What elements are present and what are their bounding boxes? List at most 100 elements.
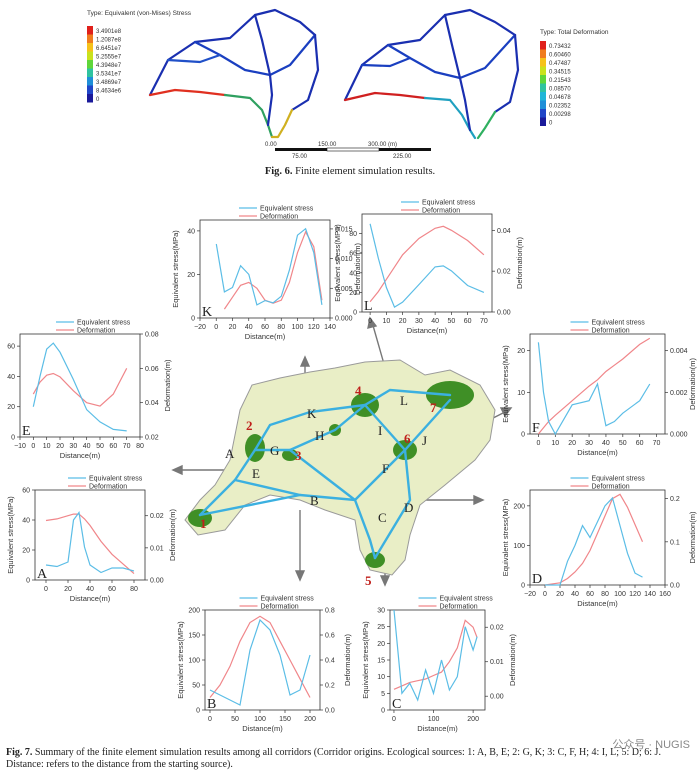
y-tick-label: 60 xyxy=(349,251,357,258)
chart-panel-B: 0 50 100 150 200 0 50 100 150 200 0.0 0.2 0.4 0.6 0.8 E… xyxy=(176,596,352,734)
stress-legend-label-5: 3.5341e7 xyxy=(96,72,122,78)
chart-panel-E: −10 0 10 20 30 40 50 60 70 8002040600.020.040.060… xyxy=(7,320,172,461)
x-tick-label: −10 xyxy=(14,443,26,450)
x-tick-label: 50 xyxy=(96,443,104,450)
panel-letter-A: A xyxy=(37,567,48,582)
fig6-caption-text: Finite element simulation results. xyxy=(295,166,436,177)
y2-axis-label: Deformation(m) xyxy=(508,633,517,686)
x-tick-label: 10 xyxy=(43,443,51,450)
y-tick-label: 0 xyxy=(11,435,15,442)
y2-axis-label: Deformation(m) xyxy=(353,242,362,295)
x-tick-label: 60 xyxy=(109,443,117,450)
y2-tick-label: 0.6 xyxy=(325,633,335,640)
y-tick-label: 10 xyxy=(377,674,385,681)
x-tick-label: 20 xyxy=(568,440,576,447)
x-tick-label: 60 xyxy=(108,586,116,593)
y2-tick-label: 0.015 xyxy=(335,226,353,233)
x-tick-label: 30 xyxy=(69,443,77,450)
y2-tick-label: 0.06 xyxy=(145,366,159,373)
corridor-label-D: D xyxy=(404,500,413,515)
x-tick-label: 0 xyxy=(368,318,372,325)
y2-axis-label: Deformation(m) xyxy=(343,633,352,686)
x-tick-label: 40 xyxy=(431,318,439,325)
y2-tick-label: 0.2 xyxy=(325,683,335,690)
legend-deformation-label: Deformation xyxy=(422,208,460,215)
legend-deformation-label: Deformation xyxy=(592,328,630,335)
corridor-label-J: J xyxy=(422,433,427,448)
legend-stress-label: Equivalent stress xyxy=(440,596,494,603)
y2-tick-label: 0.010 xyxy=(335,256,353,263)
y-tick-label: 10 xyxy=(517,390,525,397)
x-tick-label: 60 xyxy=(464,318,472,325)
source-label-6: 6 xyxy=(404,431,411,446)
series-deformation-line xyxy=(544,493,644,586)
y2-tick-label: 0.005 xyxy=(335,286,353,293)
y-tick-label: 0 xyxy=(191,316,195,323)
fig7-caption-label: Fig. 7. xyxy=(6,747,33,758)
y2-tick-label: 0.0 xyxy=(670,583,680,590)
y2-tick-label: 0.2 xyxy=(670,496,680,503)
series-deformation-line xyxy=(32,368,128,407)
fig6-caption: Fig. 6. Finite element simulation result… xyxy=(0,166,700,177)
deform-legend-swatch-9 xyxy=(540,117,546,126)
x-tick-label: 30 xyxy=(585,440,593,447)
x-tick-label: 80 xyxy=(601,591,609,598)
x-axis-label: Distance(m) xyxy=(577,448,618,457)
y-tick-label: 0 xyxy=(196,708,200,715)
stress-legend-swatch-2 xyxy=(87,43,93,52)
x-axis-label: Distance(m) xyxy=(70,594,111,603)
x-tick-label: 40 xyxy=(86,586,94,593)
legend-stress-label: Equivalent stress xyxy=(77,320,131,327)
series-stress-line xyxy=(545,496,643,586)
deform-legend-swatch-6 xyxy=(540,92,546,101)
x-axis-label: Distance(m) xyxy=(577,599,618,608)
y-tick-label: 40 xyxy=(22,518,30,525)
y-tick-label: 60 xyxy=(7,344,15,351)
panel-letter-E: E xyxy=(22,424,31,439)
stress-legend-label-0: 3.4901e8 xyxy=(96,29,122,35)
x-tick-label: 0 xyxy=(536,440,540,447)
y2-tick-label: 0.04 xyxy=(497,228,511,235)
x-tick-label: 10 xyxy=(551,440,559,447)
series-deformation-line xyxy=(393,619,478,690)
deform-legend-swatch-8 xyxy=(540,109,546,118)
y2-tick-label: 0.8 xyxy=(325,608,335,615)
x-tick-label: 40 xyxy=(571,591,579,598)
x-tick-label: 120 xyxy=(629,591,641,598)
series-stress-line xyxy=(369,223,485,308)
y-axis-label: Equivalent stress(MPa) xyxy=(501,345,510,423)
deform-legend-swatch-5 xyxy=(540,83,546,92)
x-tick-label: 50 xyxy=(447,318,455,325)
x-tick-label: 70 xyxy=(123,443,131,450)
source-label-1: 1 xyxy=(200,516,207,531)
y-tick-label: 20 xyxy=(187,272,195,279)
y-tick-label: 40 xyxy=(187,228,195,235)
source-label-3: 3 xyxy=(295,448,302,463)
x-tick-label: 40 xyxy=(245,324,253,331)
plot-frame xyxy=(529,489,666,586)
corridor-routes xyxy=(198,388,452,560)
x-tick-label: 0 xyxy=(208,716,212,723)
y2-axis-label: Deformation(m) xyxy=(688,357,697,410)
deform-legend-swatch-0 xyxy=(540,41,546,50)
x-tick-label: 100 xyxy=(254,716,266,723)
y2-axis-label: Deformation(m) xyxy=(515,236,524,289)
deform-legend-label-5: 0.08570 xyxy=(549,87,571,93)
x-tick-label: 150 xyxy=(279,716,291,723)
x-axis-label: Distance(m) xyxy=(242,724,283,733)
fig7-caption: Fig. 7. Summary of the finite element si… xyxy=(6,747,696,771)
plot-frame xyxy=(19,333,141,438)
y-tick-label: 20 xyxy=(22,548,30,555)
stress-legend-swatch-0 xyxy=(87,26,93,35)
fig6-caption-label: Fig. 6. xyxy=(264,166,293,177)
x-tick-label: 10 xyxy=(382,318,390,325)
y-tick-label: 200 xyxy=(513,503,525,510)
panel-letter-K: K xyxy=(202,305,212,320)
series-stress-line xyxy=(393,609,478,702)
x-tick-label: −20 xyxy=(524,591,536,598)
y2-tick-label: 0.00 xyxy=(497,310,511,317)
x-tick-label: 70 xyxy=(653,440,661,447)
legend-deformation-label: Deformation xyxy=(261,604,299,611)
deform-legend-label-2: 0.47487 xyxy=(549,61,571,67)
deform-legend-swatch-4 xyxy=(540,75,546,84)
